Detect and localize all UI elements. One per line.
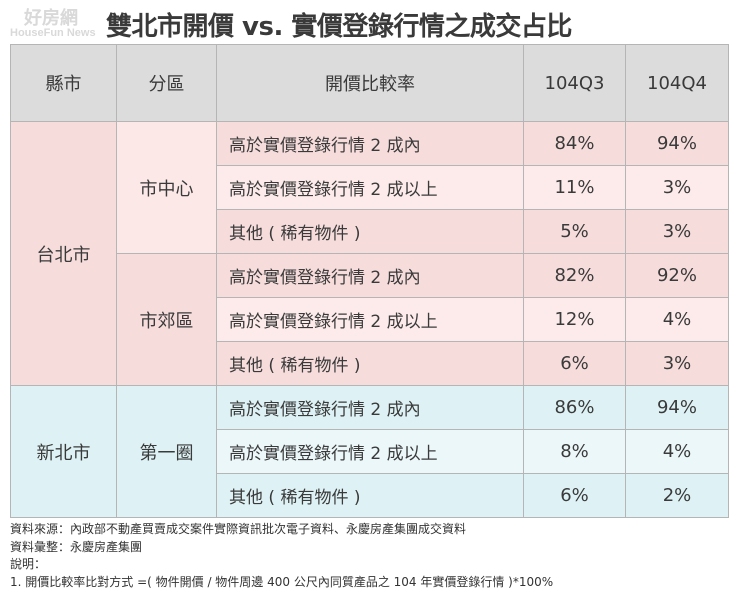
q4-cell: 4%	[625, 429, 729, 474]
q4-cell: 2%	[625, 473, 729, 518]
page-title: 雙北市開價 vs. 實價登錄行情之成交占比	[106, 12, 572, 42]
q4-cell: 94%	[625, 385, 729, 430]
header-district: 分區	[116, 44, 217, 122]
header-row: 縣市 分區 開價比較率 104Q3 104Q4	[10, 44, 729, 122]
table-row: 其他 ( 稀有物件 ) 6% 2%	[11, 473, 729, 518]
q3-cell: 11%	[523, 165, 626, 210]
header-q4: 104Q4	[625, 44, 729, 122]
q4-cell: 3%	[625, 209, 729, 254]
q3-cell: 86%	[523, 385, 626, 430]
q3-cell: 84%	[523, 121, 626, 166]
table-row: 高於實價登錄行情 2 成以上 11% 3%	[11, 165, 729, 210]
q4-cell: 92%	[625, 253, 729, 298]
ratio-desc-cell: 其他 ( 稀有物件 )	[216, 473, 524, 518]
note-compiled: 資料彙整：永慶房產集團	[10, 539, 143, 554]
district-cell: 市郊區	[116, 253, 217, 386]
ratio-desc-cell: 高於實價登錄行情 2 成內	[216, 385, 524, 430]
district-cell: 第一圈	[116, 385, 217, 518]
city-cell: 台北市	[10, 121, 117, 386]
table-row: 新北市 第一圈 高於實價登錄行情 2 成內 86% 94%	[10, 385, 729, 518]
city-cell: 新北市	[10, 385, 117, 518]
logo-subtext: HouseFun News	[10, 27, 96, 39]
ratio-desc-cell: 其他 ( 稀有物件 )	[216, 209, 524, 254]
table-row: 市郊區 高於實價登錄行情 2 成內 82% 92%	[11, 253, 729, 386]
q3-cell: 6%	[523, 341, 626, 386]
ratio-desc-cell: 高於實價登錄行情 2 成以上	[216, 429, 524, 474]
note-formula: 1. 開價比較率比對方式 =( 物件開價 / 物件周邊 400 公尺內同質產品之…	[10, 574, 554, 589]
q3-cell: 82%	[523, 253, 626, 298]
q4-cell: 94%	[625, 121, 729, 166]
housefun-logo: 好房網 HouseFun News	[10, 10, 96, 39]
q4-cell: 3%	[625, 341, 729, 386]
q3-cell: 8%	[523, 429, 626, 474]
comparison-table: 縣市 分區 開價比較率 104Q3 104Q4 台北市 市中心 高於實價登錄行情 2…	[10, 44, 729, 518]
ratio-desc-cell: 高於實價登錄行情 2 成內	[216, 253, 524, 298]
q4-cell: 4%	[625, 297, 729, 342]
ratio-desc-cell: 高於實價登錄行情 2 成以上	[216, 297, 524, 342]
header-city: 縣市	[10, 44, 117, 122]
table-row: 其他 ( 稀有物件 ) 6% 3%	[11, 341, 729, 386]
note-source: 資料來源：內政部不動產買賣成交案件實際資訊批次電子資料、永慶房產集團成交資料	[10, 522, 467, 536]
ratio-desc-cell: 其他 ( 稀有物件 )	[216, 341, 524, 386]
table-row: 高於實價登錄行情 2 成以上 8% 4%	[11, 429, 729, 474]
q3-cell: 6%	[523, 473, 626, 518]
note-explanation: 說明：	[10, 557, 47, 571]
table-row: 台北市 市中心 高於實價登錄行情 2 成內 84% 94%	[10, 121, 729, 386]
q3-cell: 5%	[523, 209, 626, 254]
footnotes: 資料來源：內政部不動產買賣成交案件實際資訊批次電子資料、永慶房產集團成交資料 資…	[10, 521, 553, 591]
ratio-desc-cell: 高於實價登錄行情 2 成內	[216, 121, 524, 166]
ratio-desc-cell: 高於實價登錄行情 2 成以上	[216, 165, 524, 210]
header-q3: 104Q3	[523, 44, 626, 122]
header-ratio: 開價比較率	[216, 44, 524, 122]
logo-text: 好房網	[24, 8, 78, 29]
q4-cell: 3%	[625, 165, 729, 210]
table-row: 其他 ( 稀有物件 ) 5% 3%	[11, 209, 729, 254]
q3-cell: 12%	[523, 297, 626, 342]
district-cell: 市中心	[116, 121, 217, 254]
table-row: 高於實價登錄行情 2 成以上 12% 4%	[11, 297, 729, 342]
